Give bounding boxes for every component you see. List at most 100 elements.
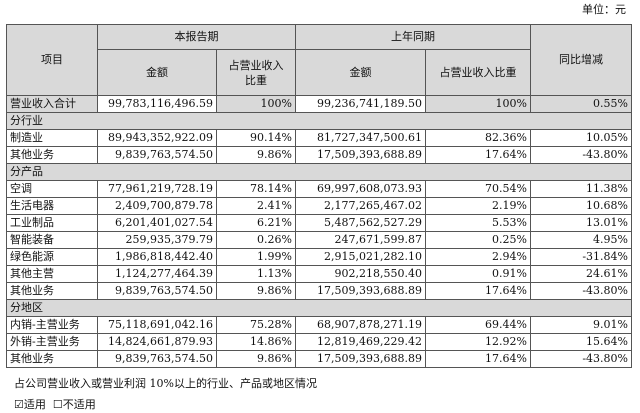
prior-amount: 5,487,562,527.29 <box>295 214 426 232</box>
table-row: 绿色能源 1,986,818,442.40 1.99% 2,915,021,282.1… <box>6 248 632 266</box>
yoy-change: 4.95% <box>530 231 632 249</box>
yoy-change: 0.55% <box>530 95 632 113</box>
footnote: 占公司营业收入或营业利润 10%以上的行业、产品或地区情况 <box>14 377 317 390</box>
section-title: 分产品 <box>6 163 632 181</box>
current-amount: 2,409,700,879.78 <box>97 197 217 215</box>
prior-amount: 69,997,608,073.93 <box>295 180 426 198</box>
table-row: 内销-主营业务 75,118,691,042.16 75.28% 68,907,878… <box>6 316 632 334</box>
prior-amount: 17,509,393,688.89 <box>295 350 426 368</box>
applicable-label: 适用 <box>23 398 46 411</box>
prior-share: 5.53% <box>425 214 531 232</box>
current-share: 9.86% <box>216 350 296 368</box>
header-prior-amount: 金额 <box>295 49 426 96</box>
current-share: 6.21% <box>216 214 296 232</box>
table-row: 其他主营 1,124,277,464.39 1.13% 902,218,550.40 0… <box>6 265 632 283</box>
applicability-options: ☑适用 ☐不适用 <box>14 397 640 413</box>
prior-amount: 68,907,878,271.19 <box>295 316 426 334</box>
prior-amount: 2,177,265,467.02 <box>295 197 426 215</box>
table-row: 空调 77,961,219,728.19 78.14% 69,997,608,073.… <box>6 180 632 198</box>
table-row: 外销-主营业务 14,824,661,879.93 14.86% 12,819,469… <box>6 333 632 351</box>
prior-share: 2.94% <box>425 248 531 266</box>
table-row: 制造业 89,943,352,922.09 90.14% 81,727,347,500… <box>6 129 632 147</box>
section-row: 分行业 <box>6 112 632 130</box>
prior-amount: 902,218,550.40 <box>295 265 426 283</box>
row-label: 其他业务 <box>6 350 98 368</box>
table-row: 其他业务 9,839,763,574.50 9.86% 17,509,393,688.… <box>6 350 632 368</box>
header-current-period: 本报告期 <box>97 24 296 50</box>
yoy-change: -43.80% <box>530 146 632 164</box>
applicable-checkbox[interactable]: ☑适用 <box>14 398 46 411</box>
prior-share: 0.25% <box>425 231 531 249</box>
section-title: 分行业 <box>6 112 632 130</box>
table-row: 生活电器 2,409,700,879.78 2.41% 2,177,265,467.0… <box>6 197 632 215</box>
not-applicable-label: 不适用 <box>62 398 96 411</box>
header-yoy: 同比增减 <box>530 24 632 96</box>
row-label: 生活电器 <box>6 197 98 215</box>
header-current-share: 占营业收入比重 <box>216 49 296 96</box>
prior-share: 70.54% <box>425 180 531 198</box>
row-label: 工业制品 <box>6 214 98 232</box>
header-prior-share: 占营业收入比重 <box>425 49 531 96</box>
checked-box-icon: ☑ <box>14 398 24 411</box>
current-share: 14.86% <box>216 333 296 351</box>
row-label: 营业收入合计 <box>6 95 98 113</box>
prior-share: 17.64% <box>425 282 531 300</box>
prior-amount: 247,671,599.87 <box>295 231 426 249</box>
current-amount: 75,118,691,042.16 <box>97 316 217 334</box>
row-label: 其他主营 <box>6 265 98 283</box>
header-item: 项目 <box>6 24 98 96</box>
current-share: 78.14% <box>216 180 296 198</box>
prior-amount: 99,236,741,189.50 <box>295 95 426 113</box>
current-amount: 14,824,661,879.93 <box>97 333 217 351</box>
prior-share: 17.64% <box>425 146 531 164</box>
row-label: 智能装备 <box>6 231 98 249</box>
yoy-change: 15.64% <box>530 333 632 351</box>
row-label: 内销-主营业务 <box>6 316 98 334</box>
row-label: 外销-主营业务 <box>6 333 98 351</box>
yoy-change: 11.38% <box>530 180 632 198</box>
current-share: 0.26% <box>216 231 296 249</box>
prior-amount: 17,509,393,688.89 <box>295 282 426 300</box>
prior-share: 0.91% <box>425 265 531 283</box>
prior-share: 82.36% <box>425 129 531 147</box>
row-label: 制造业 <box>6 129 98 147</box>
current-share: 75.28% <box>216 316 296 334</box>
unchecked-box-icon: ☐ <box>52 398 63 411</box>
section-row: 分产品 <box>6 163 632 181</box>
current-share: 90.14% <box>216 129 296 147</box>
current-share: 9.86% <box>216 282 296 300</box>
yoy-change: -43.80% <box>530 282 632 300</box>
header-prior-period: 上年同期 <box>295 24 531 50</box>
prior-share: 2.19% <box>425 197 531 215</box>
current-amount: 6,201,401,027.54 <box>97 214 217 232</box>
table-row: 其他业务 9,839,763,574.50 9.86% 17,509,393,688.… <box>6 282 632 300</box>
prior-share: 17.64% <box>425 350 531 368</box>
yoy-change: 24.61% <box>530 265 632 283</box>
current-amount: 89,943,352,922.09 <box>97 129 217 147</box>
current-amount: 9,839,763,574.50 <box>97 146 217 164</box>
revenue-breakdown-table: 项目 本报告期 上年同期 同比增减 金额 占营业收入比重 金额 占营业收入比重 … <box>6 24 632 368</box>
current-share: 1.13% <box>216 265 296 283</box>
table-row: 智能装备 259,935,379.79 0.26% 247,671,599.87 0.2… <box>6 231 632 249</box>
prior-share: 12.92% <box>425 333 531 351</box>
section-row: 分地区 <box>6 299 632 317</box>
row-label: 其他业务 <box>6 146 98 164</box>
prior-share: 100% <box>425 95 531 113</box>
current-amount: 9,839,763,574.50 <box>97 350 217 368</box>
table-row: 工业制品 6,201,401,027.54 6.21% 5,487,562,527.2… <box>6 214 632 232</box>
unit-label: 单位：元 <box>582 3 626 16</box>
not-applicable-checkbox[interactable]: ☐不适用 <box>53 398 96 411</box>
current-share: 2.41% <box>216 197 296 215</box>
yoy-change: 9.01% <box>530 316 632 334</box>
yoy-change: 10.05% <box>530 129 632 147</box>
row-label: 其他业务 <box>6 282 98 300</box>
prior-amount: 81,727,347,500.61 <box>295 129 426 147</box>
prior-amount: 12,819,469,229.42 <box>295 333 426 351</box>
yoy-change: -31.84% <box>530 248 632 266</box>
yoy-change: -43.80% <box>530 350 632 368</box>
prior-amount: 2,915,021,282.10 <box>295 248 426 266</box>
header-current-amount: 金额 <box>97 49 217 96</box>
current-share: 9.86% <box>216 146 296 164</box>
current-amount: 1,124,277,464.39 <box>97 265 217 283</box>
yoy-change: 10.68% <box>530 197 632 215</box>
